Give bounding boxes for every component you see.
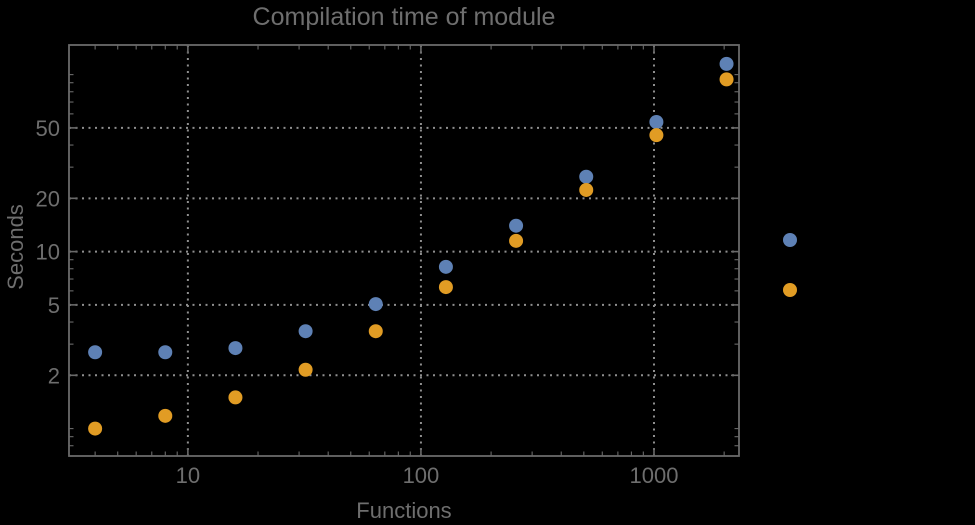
legend-marker-series-1 [783,233,797,247]
data-point-series-1-x8 [158,345,173,360]
chart-title: Compilation time of module [252,3,556,31]
data-point-series-2-x64 [368,324,383,339]
data-point-series-2-x32 [298,362,313,377]
y-tick-label-20: 20 [36,186,60,211]
x-tick-label-100: 100 [403,463,440,488]
data-point-series-2-x128 [438,280,453,295]
x-tick-label-10: 10 [176,463,200,488]
data-point-series-1-x32 [298,324,313,339]
data-point-series-1-x256 [509,218,524,233]
x-axis-label: Functions [356,498,452,523]
data-point-series-1-x16 [228,341,243,356]
x-tick-label-1000: 1000 [630,463,679,488]
data-point-series-2-x512 [579,182,594,197]
data-point-series-2-x256 [509,233,524,248]
y-tick-label-2: 2 [48,363,60,388]
data-point-series-2-x4 [88,421,103,436]
y-tick-label-50: 50 [36,116,60,141]
data-point-series-2-x1024 [649,128,664,143]
y-tick-label-5: 5 [48,293,60,318]
data-point-series-1-x1024 [649,114,664,129]
data-point-series-1-x2048 [719,56,734,71]
data-point-series-1-x512 [579,169,594,184]
data-point-series-1-x4 [88,345,103,360]
data-point-series-1-x128 [438,259,453,274]
data-point-series-1-x64 [368,297,383,312]
legend-marker-series-2 [783,283,797,297]
data-point-series-2-x2048 [719,72,734,87]
data-point-series-2-x8 [158,408,173,423]
y-tick-label-10: 10 [36,240,60,265]
data-point-series-2-x16 [228,390,243,405]
plot-frame [68,44,740,457]
